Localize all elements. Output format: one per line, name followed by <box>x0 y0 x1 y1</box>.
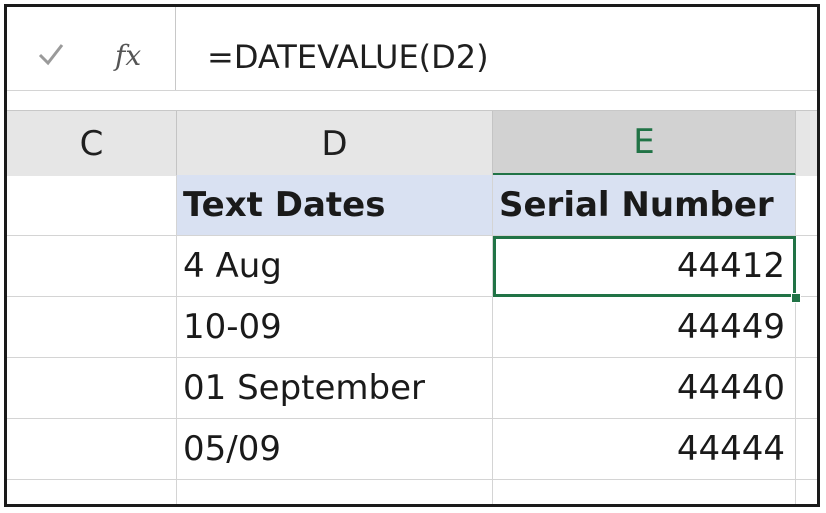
table-row: 10-09 44449 <box>7 297 817 358</box>
column-header-e[interactable]: E <box>493 111 796 176</box>
checkmark-icon[interactable] <box>37 41 65 67</box>
cell-c6[interactable] <box>7 480 177 504</box>
cell-e4[interactable]: 44440 <box>493 358 796 419</box>
spreadsheet-window: fx =DATEVALUE(D2) C D E Text Dates Seria… <box>4 4 820 507</box>
cell-c2[interactable] <box>7 236 177 297</box>
cell-e6[interactable] <box>493 480 796 504</box>
cell-f5[interactable] <box>796 419 817 480</box>
cell-d3[interactable]: 10-09 <box>177 297 493 358</box>
column-headers: C D E <box>7 110 817 176</box>
cell-e5[interactable]: 44444 <box>493 419 796 480</box>
table-row: 4 Aug 44412 <box>7 236 817 297</box>
cell-d5[interactable]: 05/09 <box>177 419 493 480</box>
cell-e1-header[interactable]: Serial Number <box>493 175 796 236</box>
cell-c5[interactable] <box>7 419 177 480</box>
insert-function-icon[interactable]: fx <box>115 39 142 72</box>
formula-bar: fx =DATEVALUE(D2) <box>7 7 817 91</box>
formula-input[interactable]: =DATEVALUE(D2) <box>207 38 489 76</box>
cell-c1[interactable] <box>7 175 177 236</box>
cell-f2[interactable] <box>796 236 817 297</box>
formula-bar-controls: fx <box>7 7 176 90</box>
table-row: 01 September 44440 <box>7 358 817 419</box>
cell-d1-header[interactable]: Text Dates <box>177 175 493 236</box>
cell-f1[interactable] <box>796 175 817 236</box>
cell-f4[interactable] <box>796 358 817 419</box>
cell-f6[interactable] <box>796 480 817 504</box>
column-header-f[interactable] <box>796 111 817 176</box>
cell-f3[interactable] <box>796 297 817 358</box>
cell-c4[interactable] <box>7 358 177 419</box>
cell-d6[interactable] <box>177 480 493 504</box>
fill-handle[interactable] <box>791 293 801 303</box>
table-row: Text Dates Serial Number <box>7 175 817 236</box>
cell-e2-active[interactable]: 44412 <box>493 236 796 297</box>
column-header-d[interactable]: D <box>177 111 493 176</box>
cell-d4[interactable]: 01 September <box>177 358 493 419</box>
table-row: 05/09 44444 <box>7 419 817 480</box>
cell-c3[interactable] <box>7 297 177 358</box>
table-row <box>7 480 817 504</box>
cell-e3[interactable]: 44449 <box>493 297 796 358</box>
cell-d2[interactable]: 4 Aug <box>177 236 493 297</box>
column-header-c[interactable]: C <box>7 111 177 176</box>
